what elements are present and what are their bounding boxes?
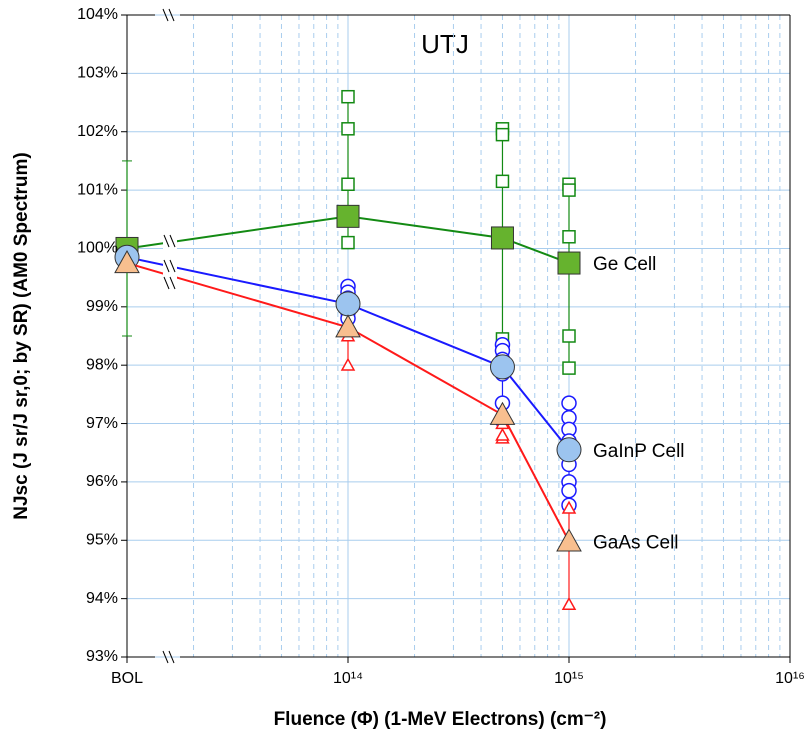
gainp-sample xyxy=(561,482,577,499)
axis-break xyxy=(163,276,170,290)
series-label: GaInP Cell xyxy=(593,441,685,462)
ge-sample xyxy=(495,127,510,142)
y-axis-label: NJsc (J sr/J sr,0; by SR) (AM0 Spectrum) xyxy=(11,152,32,519)
y-tick-label: 95% xyxy=(86,531,118,548)
y-tick-label: 100% xyxy=(77,240,118,257)
gaas-marker xyxy=(556,528,582,552)
axis-break xyxy=(168,650,175,664)
x-tick-label: BOL xyxy=(111,670,143,687)
gaas-sample xyxy=(561,596,577,611)
ge-sample xyxy=(341,122,355,136)
gainp-marker xyxy=(556,437,582,463)
break-gap xyxy=(163,257,177,275)
y-tick-label: 96% xyxy=(86,473,118,490)
axis-break xyxy=(168,8,175,22)
axis-break xyxy=(162,8,169,22)
ge-sample xyxy=(341,177,355,192)
series-label: GaAs Cell xyxy=(593,532,679,553)
chart-title: UTJ xyxy=(421,29,469,59)
axis-break xyxy=(169,234,176,248)
gainp-marker xyxy=(335,291,361,317)
series-label: Ge Cell xyxy=(593,254,656,275)
y-tick-label: 102% xyxy=(77,123,118,140)
y-tick-label: 98% xyxy=(86,356,118,373)
gaas-sample xyxy=(340,357,356,371)
ge-sample xyxy=(341,89,355,104)
ge-sample xyxy=(562,230,576,244)
y-tick-label: 94% xyxy=(86,590,118,607)
x-tick-label: 10¹⁵ xyxy=(554,670,584,687)
gaas-marker xyxy=(114,250,140,274)
axis-break xyxy=(162,650,169,664)
ge-sample xyxy=(562,361,576,375)
x-tick-label: 10¹⁶ xyxy=(775,670,805,687)
ge-marker xyxy=(557,251,581,275)
axis-break xyxy=(169,276,176,290)
gaas-marker xyxy=(489,401,516,425)
gaas-marker xyxy=(335,314,361,338)
y-tick-label: 103% xyxy=(77,65,118,82)
x-tick-label: 10¹⁴ xyxy=(333,670,363,687)
plot-area xyxy=(127,15,790,657)
ge-marker xyxy=(336,204,360,228)
break-gap xyxy=(163,232,177,250)
y-tick-label: 97% xyxy=(86,415,118,432)
axis-break xyxy=(169,259,176,273)
gainp-marker xyxy=(489,354,515,380)
ge-sample xyxy=(341,235,355,250)
y-tick-label: 104% xyxy=(77,6,118,23)
ge-sample xyxy=(562,329,576,343)
series-line xyxy=(126,256,570,451)
y-tick-label: 93% xyxy=(86,648,118,665)
axis-break xyxy=(163,259,170,273)
gaas-sample xyxy=(495,427,510,441)
series-line xyxy=(126,215,570,264)
marks xyxy=(114,89,582,611)
y-tick-label: 99% xyxy=(86,298,118,315)
break-gap xyxy=(163,274,177,292)
y-tick-label: 101% xyxy=(77,181,118,198)
gaas-sample xyxy=(561,500,577,514)
axis-break xyxy=(163,234,170,248)
x-axis-label: Fluence (Φ) (1-MeV Electrons) (cm⁻²) xyxy=(274,709,607,730)
ge-sample xyxy=(495,174,510,189)
ge-marker xyxy=(490,226,514,250)
gainp-sample xyxy=(561,395,577,411)
series-line xyxy=(126,262,570,542)
ge-sample xyxy=(562,183,576,197)
